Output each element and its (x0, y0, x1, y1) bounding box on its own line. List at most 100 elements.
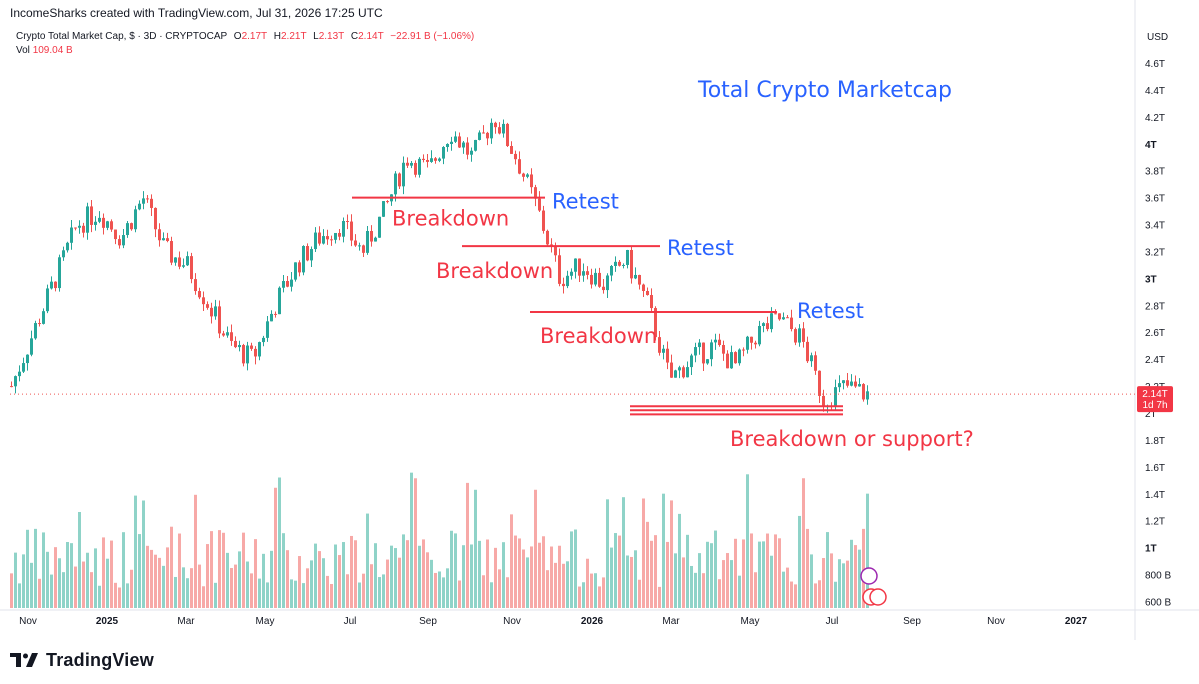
volume-bar (234, 564, 237, 608)
volume-bar (842, 563, 845, 608)
candle-body (422, 158, 425, 160)
candle-body (730, 352, 733, 369)
candle-body (194, 279, 197, 292)
candle-body (758, 325, 761, 345)
volume-bar (590, 573, 593, 608)
price-tick-label: 1.8T (1145, 436, 1165, 447)
candle-body (126, 223, 129, 236)
volume-bar (190, 568, 193, 608)
candle-body (338, 232, 341, 237)
candle-body (214, 306, 217, 317)
volume-bar (146, 545, 149, 608)
volume-bar (34, 528, 37, 608)
candle-body (434, 158, 437, 161)
candle-body (374, 237, 377, 242)
time-tick-label: 2026 (581, 616, 604, 627)
volume-bar (206, 544, 209, 608)
candle-body (106, 221, 109, 228)
candle-body (818, 370, 821, 396)
volume-bar (550, 546, 553, 608)
volume-bar (794, 584, 797, 608)
candle-body (234, 340, 237, 348)
volume-bar (254, 539, 257, 608)
candle-body (638, 274, 641, 285)
candle-body (50, 281, 53, 289)
time-tick-label: Mar (662, 616, 680, 627)
candle-body (230, 332, 233, 341)
candle-body (242, 345, 245, 364)
volume-bar (154, 554, 157, 608)
volume-bar (126, 583, 129, 608)
volume-bar (66, 542, 69, 608)
volume-bar (642, 498, 645, 608)
volume-bar (810, 554, 813, 608)
candle-body (698, 342, 701, 348)
candle-body (110, 221, 113, 230)
volume-bar (346, 574, 349, 608)
price-tick-label: 2.4T (1145, 355, 1165, 366)
candle-body (398, 173, 401, 187)
volume-label: Vol (16, 45, 30, 56)
volume-bar (586, 558, 589, 608)
volume-bar (438, 571, 441, 608)
candle-body (146, 198, 149, 200)
tradingview-logo[interactable]: TradingView (10, 650, 154, 670)
chart-attribution: IncomeSharks created with TradingView.co… (10, 6, 383, 20)
candle-body (618, 261, 621, 266)
volume-bar (726, 553, 729, 608)
volume-bar (490, 582, 493, 608)
volume-bar (278, 477, 281, 608)
volume-bar (462, 545, 465, 608)
symbol-legend[interactable]: Crypto Total Market Cap, $ · 3D · CRYPTO… (16, 31, 474, 42)
volume-bar (838, 559, 841, 608)
candle-body (250, 345, 253, 349)
candle-body (102, 217, 105, 228)
volume-bar (618, 535, 621, 608)
volume-bar (30, 562, 33, 608)
volume-bar (814, 583, 817, 608)
last-price-value: 2.14T (1142, 389, 1168, 400)
candle-body (510, 146, 513, 154)
volume-bar (502, 542, 505, 608)
candle-body (574, 258, 577, 272)
candle-body (274, 313, 277, 315)
volume-bar (342, 542, 345, 608)
volume-bar (730, 560, 733, 608)
high-label: H (273, 31, 281, 42)
volume-bar (290, 579, 293, 608)
price-tick-label: 4.4T (1145, 86, 1165, 97)
candle-body (866, 391, 869, 400)
volume-bar (250, 573, 253, 608)
volume-bar (286, 550, 289, 608)
volume-bar (826, 532, 829, 608)
retest-label: Retest (552, 190, 619, 214)
volume-bar (514, 535, 517, 608)
volume-bar (302, 583, 305, 608)
candle-body (530, 174, 533, 188)
candle-body (182, 265, 185, 267)
candle-body (522, 173, 525, 177)
volume-bar (50, 574, 53, 608)
candle-body (850, 381, 853, 386)
candle-body (442, 147, 445, 159)
tradingview-brand: TradingView (46, 649, 154, 670)
volume-bar (790, 581, 793, 608)
volume-value: 109.04 B (32, 45, 73, 56)
breakdown-label: Breakdown (436, 259, 553, 283)
currency-label[interactable]: USD (1147, 32, 1169, 43)
volume-legend[interactable]: Vol 109.04 B (16, 45, 73, 56)
candle-body (298, 262, 301, 273)
volume-bar (430, 559, 433, 608)
volume-bar (406, 540, 409, 608)
volume-bar (270, 550, 273, 608)
open-label: O (233, 31, 242, 42)
volume-bar (318, 551, 321, 608)
volume-bar (442, 577, 445, 608)
volume-bar (78, 511, 81, 608)
volume-bar (778, 538, 781, 608)
candle-body (734, 352, 737, 364)
volume-bar (854, 545, 857, 608)
price-tick-label: 3T (1145, 274, 1157, 285)
candle-body (650, 295, 653, 309)
